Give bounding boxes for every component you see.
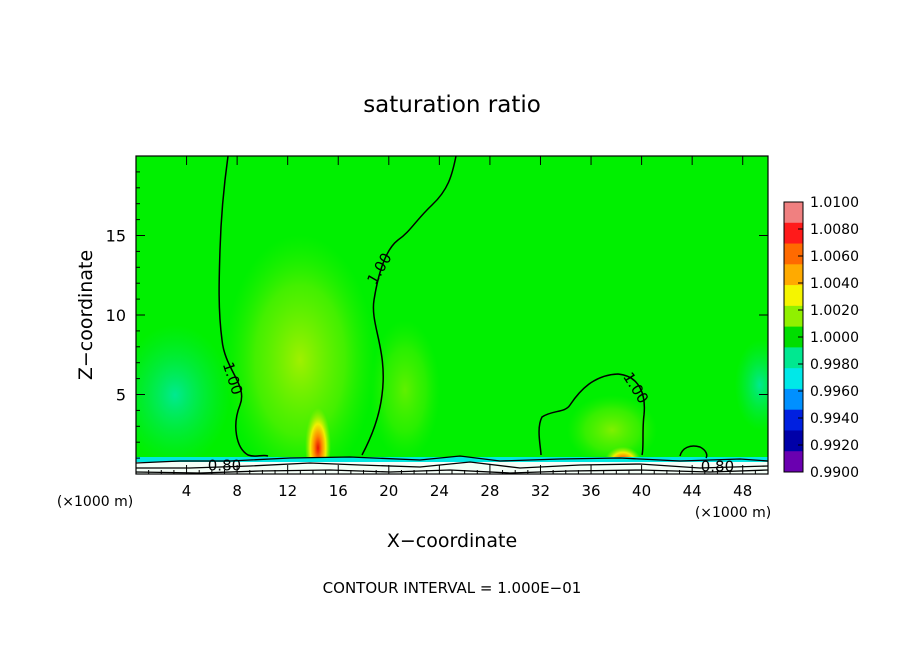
x-tick-label: 20 — [379, 482, 398, 500]
colorbar-tick-label: 0.9960 — [810, 384, 859, 400]
moist-region-left — [136, 325, 230, 465]
colorbar-swatch — [784, 409, 803, 431]
colorbar-swatch — [784, 368, 803, 390]
contour-1-00-center — [361, 156, 457, 456]
x-tick-label: 16 — [329, 482, 348, 500]
y-axis-label: Z−coordinate — [75, 250, 97, 380]
x-tick-label: 24 — [430, 482, 449, 500]
colorbar-tick-label: 1.0100 — [810, 195, 859, 211]
y-tick-label: 15 — [106, 227, 126, 246]
colorbar-swatch — [784, 264, 803, 286]
contour-1-00-left — [218, 156, 269, 457]
colorbar-swatch — [784, 285, 803, 307]
heatmap-field — [136, 156, 768, 474]
y-tick-label: 10 — [106, 306, 126, 325]
hot-spot-1 — [305, 400, 331, 474]
x-tick-label: 40 — [632, 482, 651, 500]
x-axis: 4 8 12 16 20 24 28 32 36 40 44 48 — [148, 156, 756, 500]
x-tick-label: 32 — [531, 482, 550, 500]
contour-1-00-right — [538, 373, 646, 456]
moist-region-edge — [735, 340, 768, 430]
colorbar-swatch — [784, 305, 803, 328]
x-tick-label: 44 — [683, 482, 702, 500]
y-axis: 5 10 15 — [106, 171, 768, 459]
x-tick-label: 4 — [182, 482, 192, 500]
colorbar-swatch — [784, 430, 803, 452]
contour-label: 0.80 — [701, 457, 734, 475]
colorbar-swatch — [784, 451, 803, 473]
colorbar-swatch — [784, 202, 803, 224]
contour-1-00-bump — [679, 445, 708, 459]
colorbar-swatch — [784, 243, 803, 265]
colorbar-tick-label: 1.0060 — [810, 249, 859, 265]
contour-interval-note: CONTOUR INTERVAL = 1.000E−01 — [323, 579, 582, 597]
surface-band-cyan — [136, 457, 768, 465]
colorbar-tick-label: 1.0040 — [810, 276, 859, 292]
contour-0-80-c — [136, 469, 768, 474]
moist-region-column-2 — [370, 320, 440, 460]
colorbar-swatch — [784, 388, 803, 411]
colorbar-tick-label: 0.9940 — [810, 411, 859, 427]
x-tick-label: 12 — [278, 482, 297, 500]
x-tick-label: 36 — [581, 482, 600, 500]
colorbar: 1.0100 1.0080 1.0060 1.0040 1.0020 1.0000 0.99… — [783, 195, 859, 481]
colorbar-tick-label: 0.9980 — [810, 357, 859, 373]
moist-region-column-1 — [225, 235, 375, 474]
x-unit-left: (×1000 m) — [57, 494, 133, 510]
colorbar-swatch — [784, 326, 803, 348]
colorbar-tick-label: 1.0000 — [810, 330, 859, 346]
x-tick-label: 8 — [232, 482, 242, 500]
x-tick-label: 28 — [480, 482, 499, 500]
colorbar-tick-label: 1.0020 — [810, 303, 859, 319]
colorbar-tick-label: 0.9920 — [810, 438, 859, 454]
colorbar-tick-label: 1.0080 — [810, 222, 859, 238]
x-axis-label: X−coordinate — [387, 530, 517, 552]
colorbar-swatch — [784, 222, 803, 245]
x-tick-label: 48 — [733, 482, 752, 500]
contour-0-80-b — [136, 461, 768, 469]
chart-title: saturation ratio — [363, 92, 541, 118]
colorbar-tick-label: 0.9900 — [810, 465, 859, 481]
contour-label: 0.80 — [208, 457, 241, 475]
y-tick-label: 5 — [116, 386, 126, 405]
x-unit-right: (×1000 m) — [695, 505, 771, 521]
contour-0-80-a — [136, 455, 768, 464]
colorbar-swatch — [784, 347, 803, 369]
